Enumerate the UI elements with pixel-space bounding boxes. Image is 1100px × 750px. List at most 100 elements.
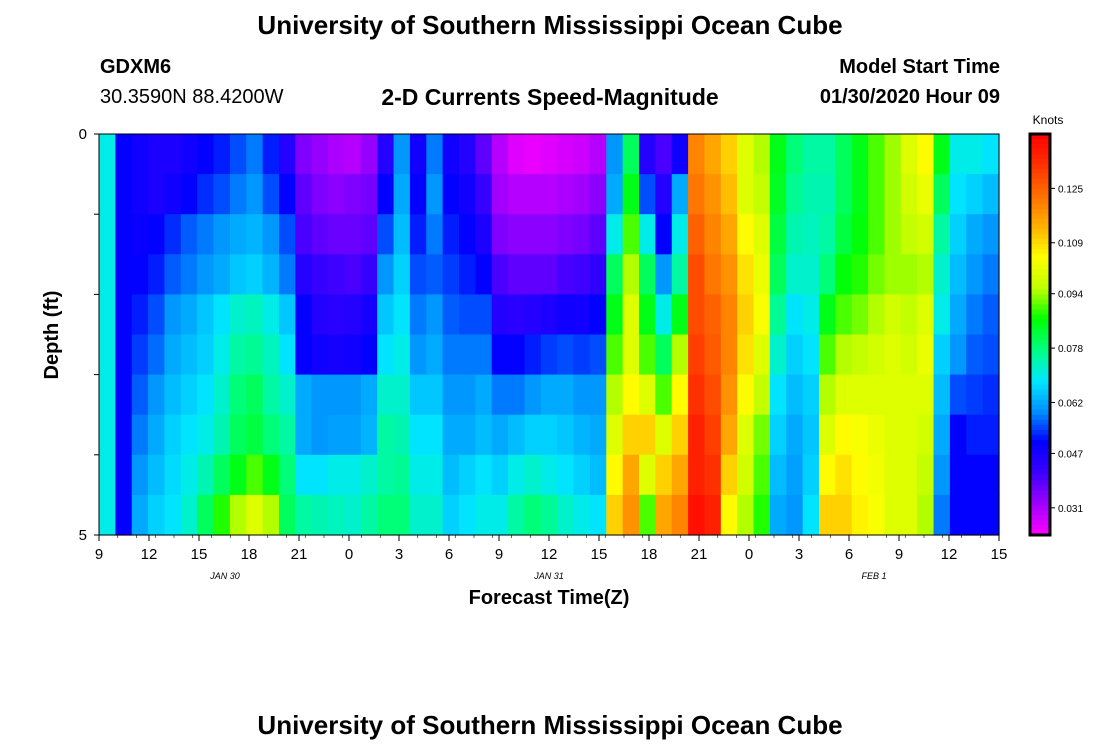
heatmap-cell: [622, 454, 640, 496]
heatmap-cell: [148, 174, 166, 215]
heatmap-cell: [508, 174, 526, 215]
heatmap-cell: [393, 374, 411, 416]
heatmap-cell: [311, 134, 329, 175]
heatmap-cell: [769, 494, 787, 536]
heatmap-cell: [540, 374, 558, 416]
colorbar-segment: [1030, 184, 1050, 190]
heatmap-cell: [688, 494, 706, 536]
heatmap-cell: [409, 334, 427, 376]
heatmap-cell: [688, 294, 706, 336]
colorbar-segment: [1030, 154, 1050, 160]
colorbar-segment: [1030, 289, 1050, 295]
colorbar-segment: [1030, 304, 1050, 311]
heatmap-cell: [377, 414, 395, 456]
heatmap-cell: [704, 294, 722, 336]
colorbar-segment: [1030, 164, 1050, 170]
heatmap-cell: [589, 254, 607, 295]
heatmap-cell: [737, 334, 755, 376]
heatmap-cell: [769, 214, 787, 255]
heatmap-cell: [148, 454, 166, 496]
x-tick-label: 12: [941, 546, 958, 563]
heatmap-cell: [704, 494, 722, 536]
heatmap-cell: [671, 254, 689, 295]
heatmap-cell: [148, 334, 166, 376]
heatmap-cell: [966, 454, 984, 496]
heatmap-cell: [459, 494, 476, 536]
heatmap-cell: [131, 334, 149, 376]
heatmap-cell: [197, 374, 215, 416]
heatmap-cell: [639, 214, 656, 255]
heatmap-cell: [99, 134, 116, 175]
heatmap-cell: [966, 134, 984, 175]
heatmap-cell: [99, 374, 116, 416]
heatmap-cell: [328, 334, 346, 376]
heatmap-cell: [164, 334, 182, 376]
heatmap-cell: [589, 374, 607, 416]
colorbar-segment: [1030, 439, 1050, 446]
heatmap-cell: [933, 214, 951, 255]
colorbar-unit: Knots: [1033, 113, 1064, 127]
heatmap-cell: [540, 454, 558, 496]
heatmap-cell: [753, 214, 771, 255]
colorbar-segment: [1030, 394, 1050, 401]
heatmap-cell: [508, 494, 526, 536]
heatmap-cell: [900, 134, 918, 175]
heatmap-cell: [344, 254, 362, 295]
heatmap-cell: [262, 174, 280, 215]
heatmap-cell: [409, 414, 427, 456]
heatmap-cell: [508, 374, 526, 416]
heatmap-cell: [213, 214, 231, 255]
heatmap-cell: [180, 214, 198, 255]
heatmap-cell: [229, 294, 247, 336]
heatmap-cell: [589, 334, 607, 376]
heatmap-cell: [213, 454, 231, 496]
heatmap-cell: [295, 254, 313, 295]
heatmap-cell: [769, 374, 787, 416]
heatmap-cell: [622, 334, 640, 376]
heatmap-cell: [328, 134, 346, 175]
heatmap-cell: [933, 374, 951, 416]
heatmap-cell: [229, 334, 247, 376]
heatmap-cell: [819, 294, 836, 336]
heatmap-cell: [900, 414, 918, 456]
heatmap-cell: [688, 134, 706, 175]
heatmap-cell: [557, 254, 575, 295]
heatmap-cell: [786, 414, 804, 456]
x-tick-label: 12: [141, 546, 158, 563]
heatmap-cell: [819, 254, 836, 295]
heatmap-cell: [360, 374, 378, 416]
heatmap-cell: [786, 334, 804, 376]
heatmap-cell: [769, 174, 787, 215]
heatmap-cell: [753, 414, 771, 456]
heatmap-cell: [835, 414, 853, 456]
heatmap-cell: [229, 174, 247, 215]
heatmap-cell: [409, 214, 427, 255]
heatmap-cell: [377, 254, 395, 295]
heatmap-cell: [279, 174, 296, 215]
heatmap-cell: [720, 174, 738, 215]
heatmap-cell: [802, 134, 820, 175]
heatmap-cell: [819, 494, 836, 536]
heatmap-cell: [409, 294, 427, 336]
heatmap-cell: [377, 494, 395, 536]
heatmap-cell: [753, 374, 771, 416]
heatmap-cell: [262, 294, 280, 336]
heatmap-cell: [769, 134, 787, 175]
heatmap-cell: [360, 334, 378, 376]
heatmap-cell: [851, 294, 869, 336]
heatmap-cell: [360, 454, 378, 496]
heatmap-cell: [180, 174, 198, 215]
heatmap-cell: [99, 294, 116, 336]
colorbar-segment: [1030, 229, 1050, 235]
x-tick-label: 15: [991, 546, 1008, 563]
colorbar-segment: [1030, 409, 1050, 416]
heatmap-cell: [328, 214, 346, 255]
heatmap-cell: [524, 174, 542, 215]
heatmap-cell: [115, 454, 133, 496]
heatmap-cell: [573, 294, 591, 336]
heatmap-cell: [508, 254, 526, 295]
heatmap-cell: [851, 134, 869, 175]
colorbar-segment: [1030, 379, 1050, 386]
colorbar-segment: [1030, 364, 1050, 371]
heatmap-cell: [589, 174, 607, 215]
